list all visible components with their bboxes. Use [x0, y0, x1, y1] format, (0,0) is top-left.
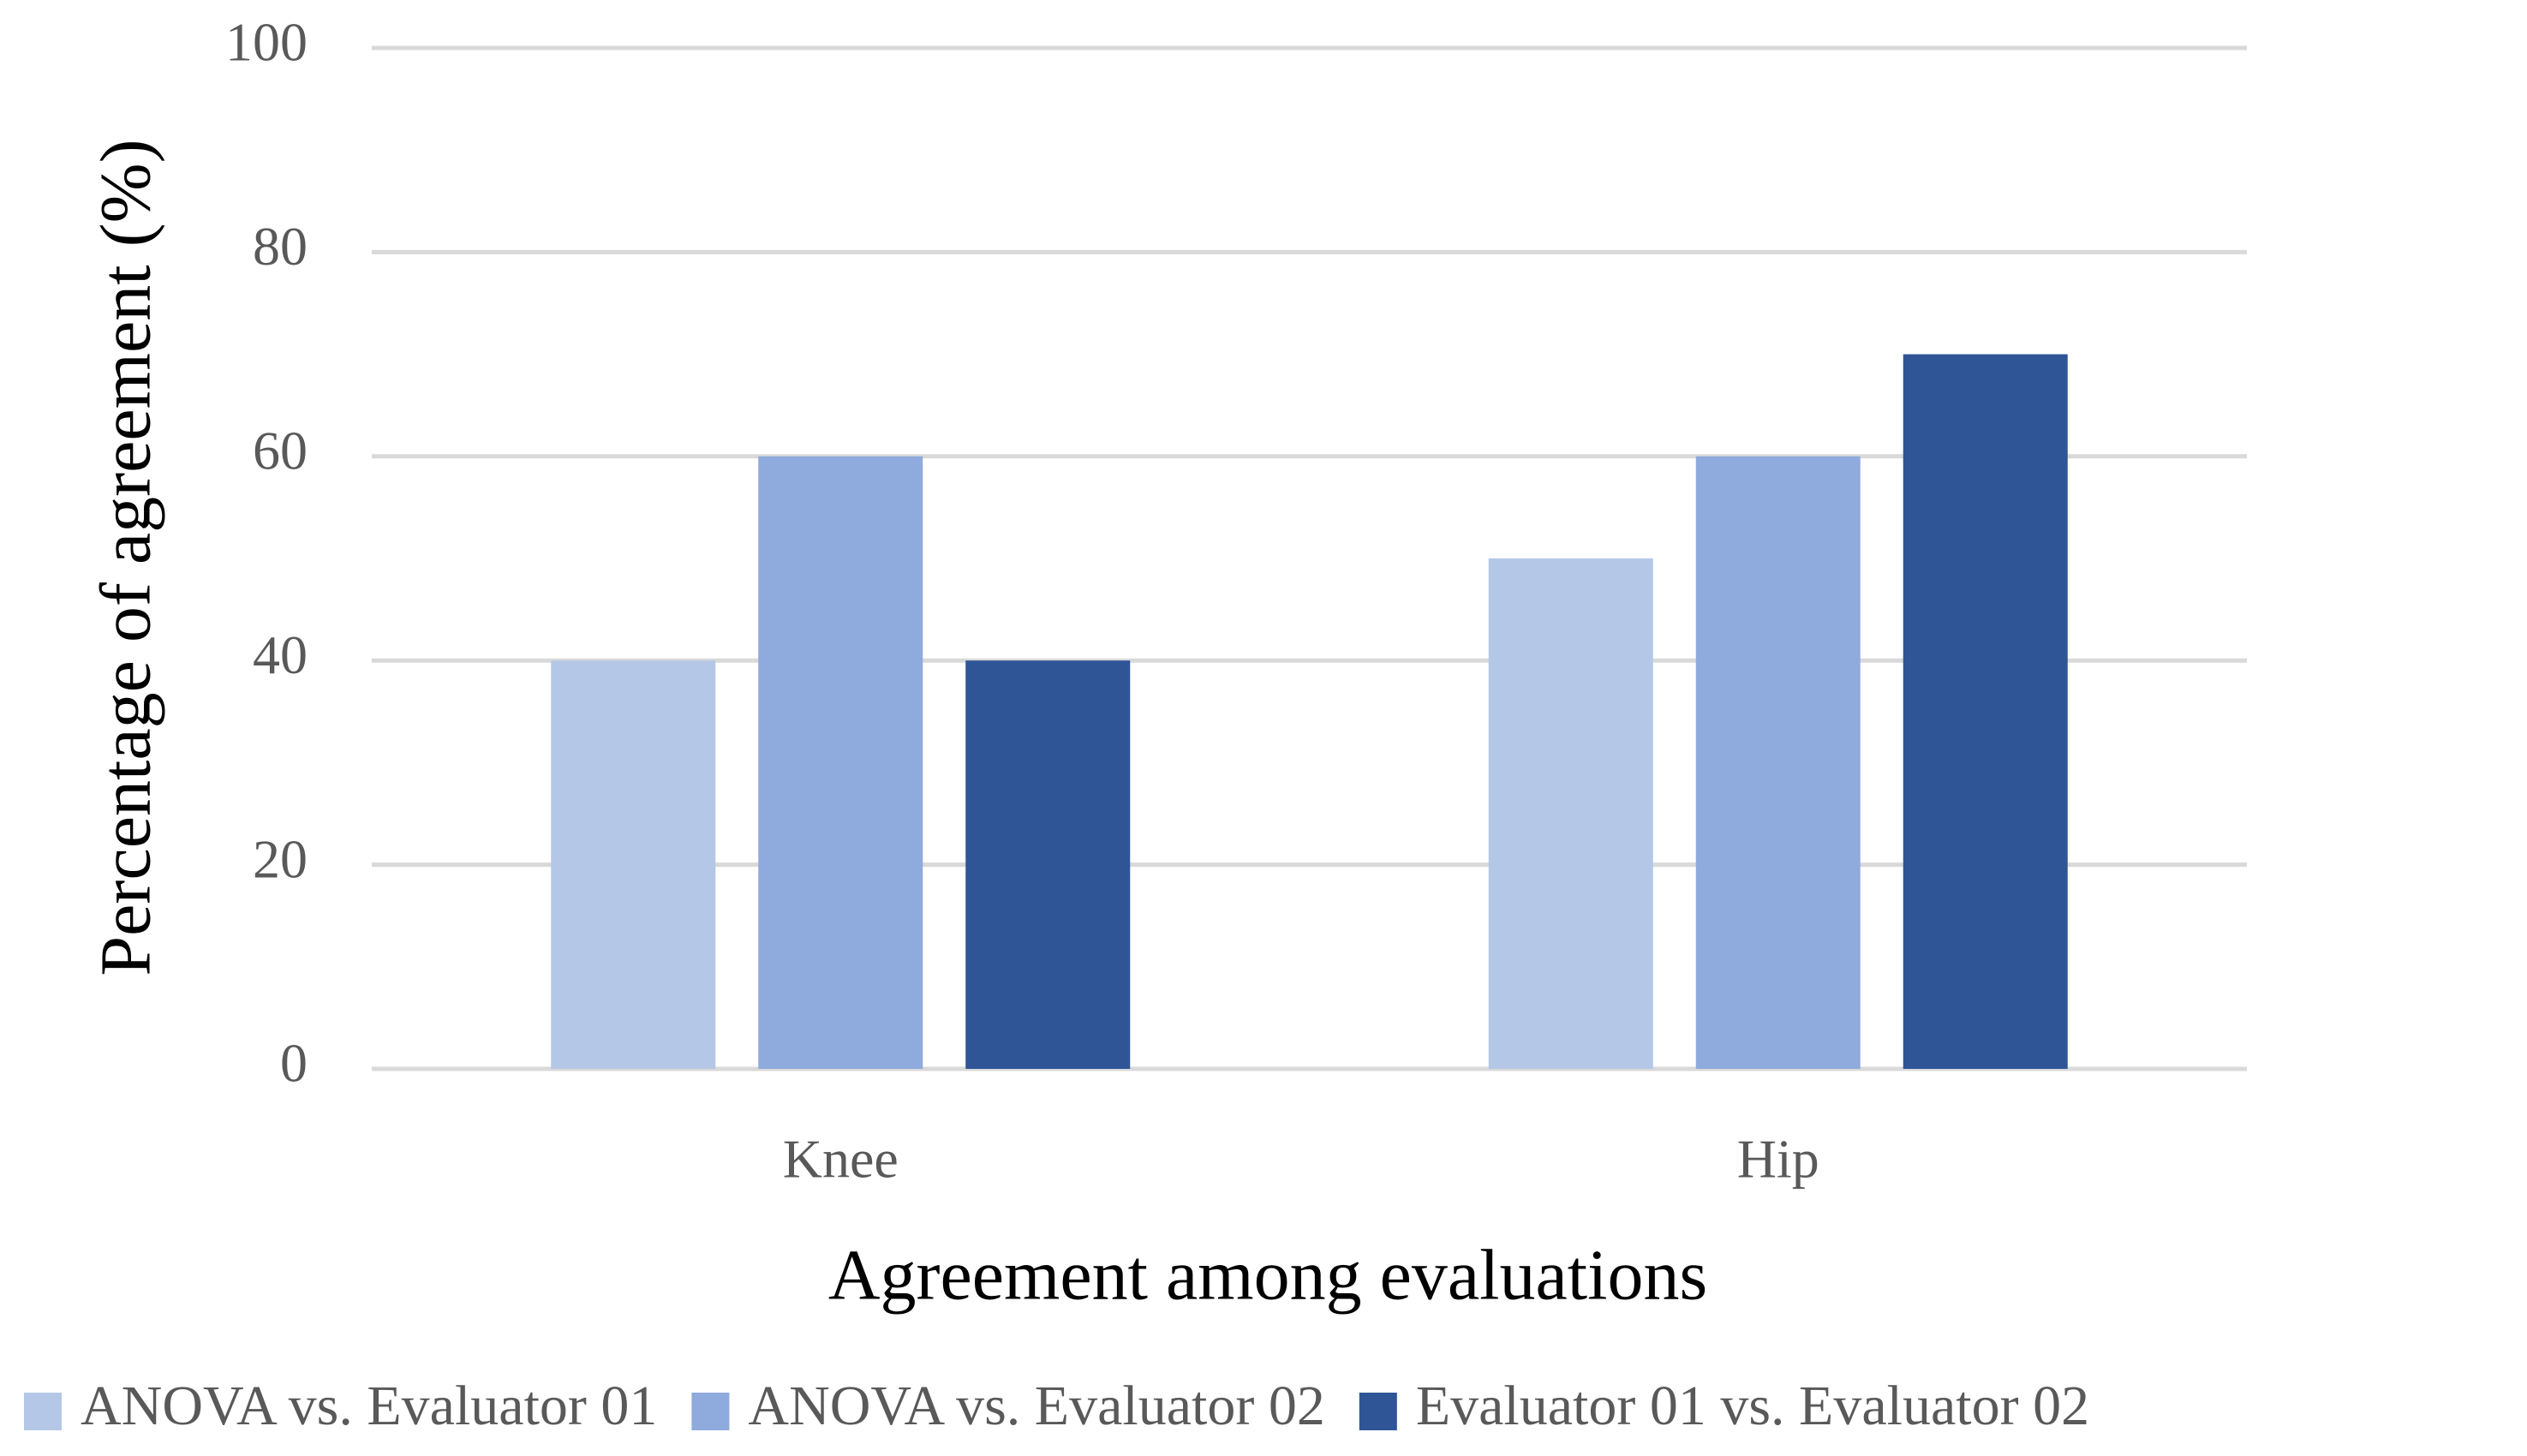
bar — [551, 660, 716, 1069]
legend-label: ANOVA vs. Evaluator 02 — [748, 1375, 1324, 1437]
legend-label: ANOVA vs. Evaluator 01 — [81, 1375, 657, 1437]
bar — [1488, 558, 1653, 1069]
x-axis-title: Agreement among evaluations — [828, 1235, 1707, 1315]
bar — [965, 660, 1131, 1069]
legend-label: Evaluator 01 vs. Evaluator 02 — [1416, 1375, 2089, 1437]
bar — [758, 456, 923, 1069]
bar — [1695, 456, 1861, 1069]
bar — [1903, 354, 2068, 1070]
legend-swatch — [24, 1393, 62, 1430]
legend-swatch — [691, 1393, 730, 1430]
y-tick-label: 100 — [225, 12, 308, 73]
x-tick-label: Knee — [783, 1129, 899, 1190]
x-tick-label: Hip — [1737, 1129, 1819, 1190]
y-tick-label: 80 — [253, 216, 308, 277]
y-tick-label: 40 — [253, 624, 308, 685]
y-tick-label: 0 — [280, 1033, 308, 1094]
y-axis-title: Percentage of agreement (%) — [86, 139, 165, 976]
y-tick-label: 60 — [253, 420, 308, 480]
y-tick-label: 20 — [253, 828, 308, 889]
legend-swatch — [1359, 1393, 1397, 1430]
